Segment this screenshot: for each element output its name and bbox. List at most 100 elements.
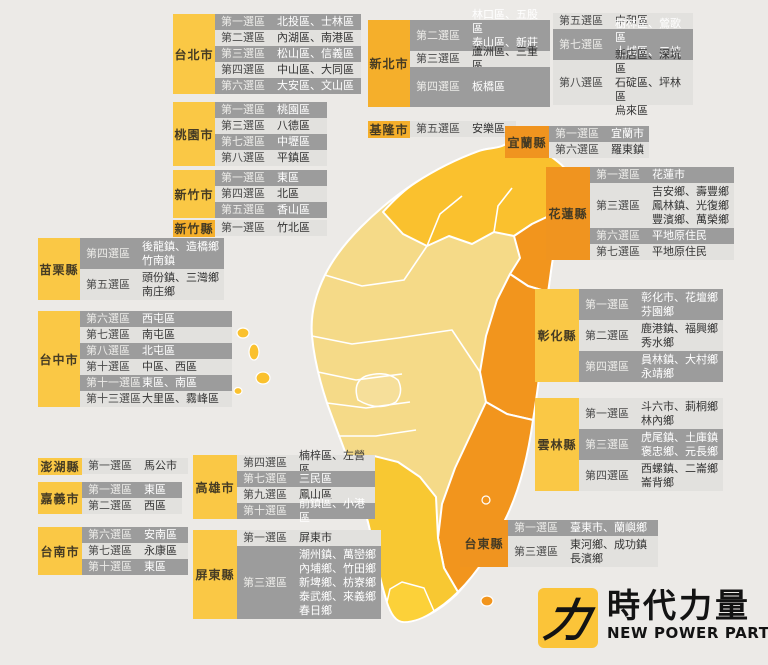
district-row: 第三選區 蘆洲區、三重區 bbox=[410, 45, 550, 72]
county-label: 桃園市 bbox=[173, 102, 215, 166]
county-label: 基隆市 bbox=[368, 121, 410, 138]
district-rows: 第六選區 安南區 第七選區 永康區 第十選區 東區 bbox=[82, 527, 188, 575]
area-line: 鳳林鎮、光復鄉 bbox=[652, 198, 729, 212]
area-line: 秀水鄉 bbox=[641, 335, 674, 349]
area-line: 東區 bbox=[144, 560, 166, 573]
area-line: 北屯區 bbox=[142, 344, 175, 357]
area-line: 中和區 bbox=[615, 14, 648, 27]
district-rows: 第一選區 東區 第四選區 北區 第五選區 香山區 bbox=[215, 170, 327, 218]
district-areas: 宜蘭市 bbox=[611, 127, 649, 141]
district-areas: 中山區、大同區 bbox=[277, 63, 361, 77]
district-row: 第一選區 花蓮市 bbox=[590, 167, 734, 183]
district-number: 第十選區 bbox=[88, 560, 132, 573]
district-block-tainan-city: 台南市 第六選區 安南區 第七選區 永康區 第十選區 東區 bbox=[38, 527, 188, 575]
county-label: 苗栗縣 bbox=[38, 238, 80, 300]
district-areas: 斗六市、莿桐鄉 林內鄉 bbox=[641, 400, 723, 428]
area-line: 平地原住民 bbox=[652, 229, 707, 242]
district-number: 第六選區 bbox=[555, 143, 599, 156]
district-areas: 中區、西區 bbox=[142, 360, 232, 374]
district-block-taipei-city: 台北市 第一選區 北投區、士林區 第二選區 內湖區、南港區 第三選區 松山區、信義區 第四選區… bbox=[173, 14, 361, 94]
npp-logo-text: 時代力量 NEW POWER PARTY bbox=[607, 586, 768, 643]
district-areas: 三民區 bbox=[299, 472, 375, 486]
district-row: 第七選區 南屯區 bbox=[80, 327, 232, 343]
district-number: 第一選區 bbox=[221, 103, 265, 116]
district-row: 第一選區 斗六市、莿桐鄉 林內鄉 bbox=[579, 398, 723, 429]
area-line: 花蓮市 bbox=[652, 168, 685, 181]
district-rows: 第一選區 彰化市、花壇鄉 芬園鄉 第二選區 鹿港鎮、福興鄉 秀水鄉 第四選區 員林鎮、大村鄉永… bbox=[579, 289, 723, 382]
map-region-south-tip bbox=[386, 581, 435, 623]
county-label: 彰化縣 bbox=[535, 289, 579, 382]
area-line: 竹北區 bbox=[277, 221, 310, 234]
district-row: 第一選區 宜蘭市 bbox=[549, 126, 649, 142]
district-number: 第四選區 bbox=[243, 456, 287, 469]
district-row: 第七選區 中壢區 bbox=[215, 134, 327, 150]
area-line: 桃園區 bbox=[277, 103, 310, 116]
district-number: 第四選區 bbox=[416, 80, 460, 93]
area-line: 春日鄉 bbox=[299, 603, 332, 617]
district-rows: 第四選區 楠梓區、左營區 第七選區 三民區 第九選區 鳳山區 第十選區 前鎮區、小港區 bbox=[237, 449, 375, 524]
npp-logo-glyph: 力 bbox=[540, 593, 595, 647]
district-number: 第四選區 bbox=[585, 468, 629, 482]
area-line: 永靖鄉 bbox=[641, 366, 674, 380]
npp-title: 時代力量 bbox=[607, 586, 751, 625]
district-rows: 第一選區 北投區、士林區 第二選區 內湖區、南港區 第三選區 松山區、信義區 第四選區 中山區… bbox=[215, 14, 361, 94]
district-number: 第五選區 bbox=[86, 277, 130, 291]
district-block-new-taipei-east: 第五選區中和區第七選區樹林區、鶯歌區土城區、三峽區第八選區新店區、深坑區石碇區、… bbox=[553, 13, 693, 117]
district-number: 第十選區 bbox=[86, 360, 130, 373]
area-line: 屏東市 bbox=[299, 531, 332, 544]
district-row: 第三選區 潮州鎮、萬巒鄉 內埔鄉、竹田鄉 新埤鄉、枋寮鄉 泰武鄉、來義鄉 春日鄉 bbox=[237, 546, 381, 619]
county-label: 台北市 bbox=[173, 14, 215, 94]
district-row: 第十選區 中區、西區 bbox=[80, 359, 232, 375]
district-areas: 東區 bbox=[144, 483, 182, 497]
area-line: 芬園鄉 bbox=[641, 304, 674, 318]
county-label: 台東縣 bbox=[460, 520, 508, 567]
district-block-kaohsiung-city: 高雄市 第四選區 楠梓區、左營區 第七選區 三民區 第九選區 鳳山區 第十選區 前鎮區、小港區 bbox=[193, 449, 375, 524]
district-areas: 安樂區 bbox=[472, 122, 516, 136]
district-rows: 第一選區 宜蘭市 第六選區 羅東鎮 bbox=[549, 126, 649, 158]
district-block-hsinchu-county: 新竹縣 第一選區 竹北區 bbox=[173, 220, 327, 237]
area-line: 東區 bbox=[144, 483, 166, 496]
district-row: 第三選區 虎尾鎮、土庫鎮 褒忠鄉、元長鄉 bbox=[579, 429, 723, 460]
area-line: 安樂區 bbox=[472, 122, 505, 135]
area-line: 永康區 bbox=[144, 544, 177, 557]
district-areas: 楠梓區、左營區 bbox=[299, 449, 375, 477]
district-areas: 北投區、士林區 bbox=[277, 15, 361, 29]
district-block-keelung-city: 基隆市 第五選區 安樂區 bbox=[368, 121, 516, 138]
district-areas: 後龍鎮、造橋鄉 竹南鎮 bbox=[142, 240, 224, 268]
district-number: 第三選區 bbox=[585, 437, 629, 451]
district-block-changhua-county: 彰化縣 第一選區 彰化市、花壇鄉 芬園鄉 第二選區 鹿港鎮、福興鄉 秀水鄉 第四選區 員林鎮、大… bbox=[535, 289, 723, 382]
district-number: 第七選區 bbox=[559, 37, 603, 51]
district-block-hualien-county: 花蓮縣 第一選區 花蓮市 第三選區 吉安鄉、壽豐鄉 鳳林鎮、光復鄉 豐濱鄉、萬榮鄉 第六選區平… bbox=[546, 167, 734, 260]
district-row: 第一選區 北投區、士林區 bbox=[215, 14, 361, 30]
district-number: 第三選區 bbox=[243, 575, 287, 589]
district-number: 第七選區 bbox=[596, 245, 640, 258]
area-line: 蘆洲區、三重區 bbox=[472, 45, 538, 72]
district-rows: 第一選區 馬公市 bbox=[82, 458, 188, 475]
area-line: 平地原住民 bbox=[652, 245, 707, 258]
district-number: 第一選區 bbox=[585, 406, 629, 420]
district-areas: 松山區、信義區 bbox=[277, 47, 361, 61]
area-line: 頭份鎮、三灣鄉 bbox=[142, 270, 219, 284]
area-line: 樹林區、鶯歌區 bbox=[615, 16, 681, 44]
area-line: 褒忠鄉、元長鄉 bbox=[641, 444, 718, 458]
area-line: 西區 bbox=[144, 499, 166, 512]
district-areas: 屏東市 bbox=[299, 531, 381, 545]
area-line: 崙背鄉 bbox=[641, 475, 674, 489]
district-areas: 大安區、文山區 bbox=[277, 79, 361, 93]
area-line: 北區 bbox=[277, 187, 299, 200]
district-block-chiayi-city: 嘉義市 第一選區 東區 第二選區 西區 bbox=[38, 482, 182, 514]
district-areas: 中和區 bbox=[615, 14, 693, 28]
district-row: 第八選區 平鎮區 bbox=[215, 150, 327, 166]
area-line: 鹿港鎮、福興鄉 bbox=[641, 321, 718, 335]
county-label: 宜蘭縣 bbox=[505, 126, 549, 158]
district-areas: 頭份鎮、三灣鄉 南庄鄉 bbox=[142, 271, 224, 299]
county-label: 台中市 bbox=[38, 311, 80, 407]
area-line: 安南區 bbox=[144, 528, 177, 541]
district-number: 第八選區 bbox=[221, 151, 265, 164]
district-number: 第三選區 bbox=[416, 52, 460, 65]
area-line: 彰化市、花壇鄉 bbox=[641, 290, 718, 304]
district-number: 第四選區 bbox=[86, 246, 130, 260]
